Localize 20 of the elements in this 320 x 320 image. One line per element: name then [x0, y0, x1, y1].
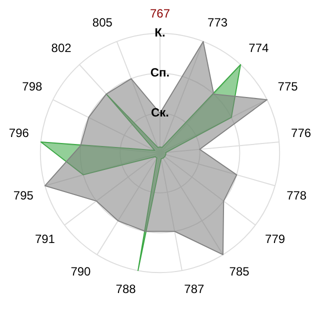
- spoke-label: 805: [92, 15, 113, 30]
- spoke-label: 767: [150, 6, 170, 21]
- y-tick-label: К.: [154, 26, 166, 40]
- spoke-label: 776: [291, 126, 312, 140]
- spoke-label: 775: [278, 79, 298, 94]
- spoke-label: 785: [229, 264, 250, 278]
- y-tick-label: Ск.: [150, 105, 170, 120]
- spoke-label: 774: [248, 40, 270, 55]
- spoke-label: 791: [34, 232, 56, 246]
- spoke-label: 796: [8, 126, 30, 140]
- spoke-label: 787: [184, 282, 205, 296]
- spoke-label: 790: [70, 264, 92, 278]
- spoke-label: 795: [13, 188, 34, 203]
- spoke-label: 773: [208, 15, 228, 30]
- spoke-label: 802: [51, 40, 72, 55]
- y-tick-label: Сп.: [150, 66, 170, 80]
- spoke-label: 778: [286, 188, 307, 203]
- spoke-label: 779: [265, 232, 286, 246]
- spoke-label: 798: [22, 79, 43, 94]
- spoke-label: 788: [116, 282, 136, 296]
